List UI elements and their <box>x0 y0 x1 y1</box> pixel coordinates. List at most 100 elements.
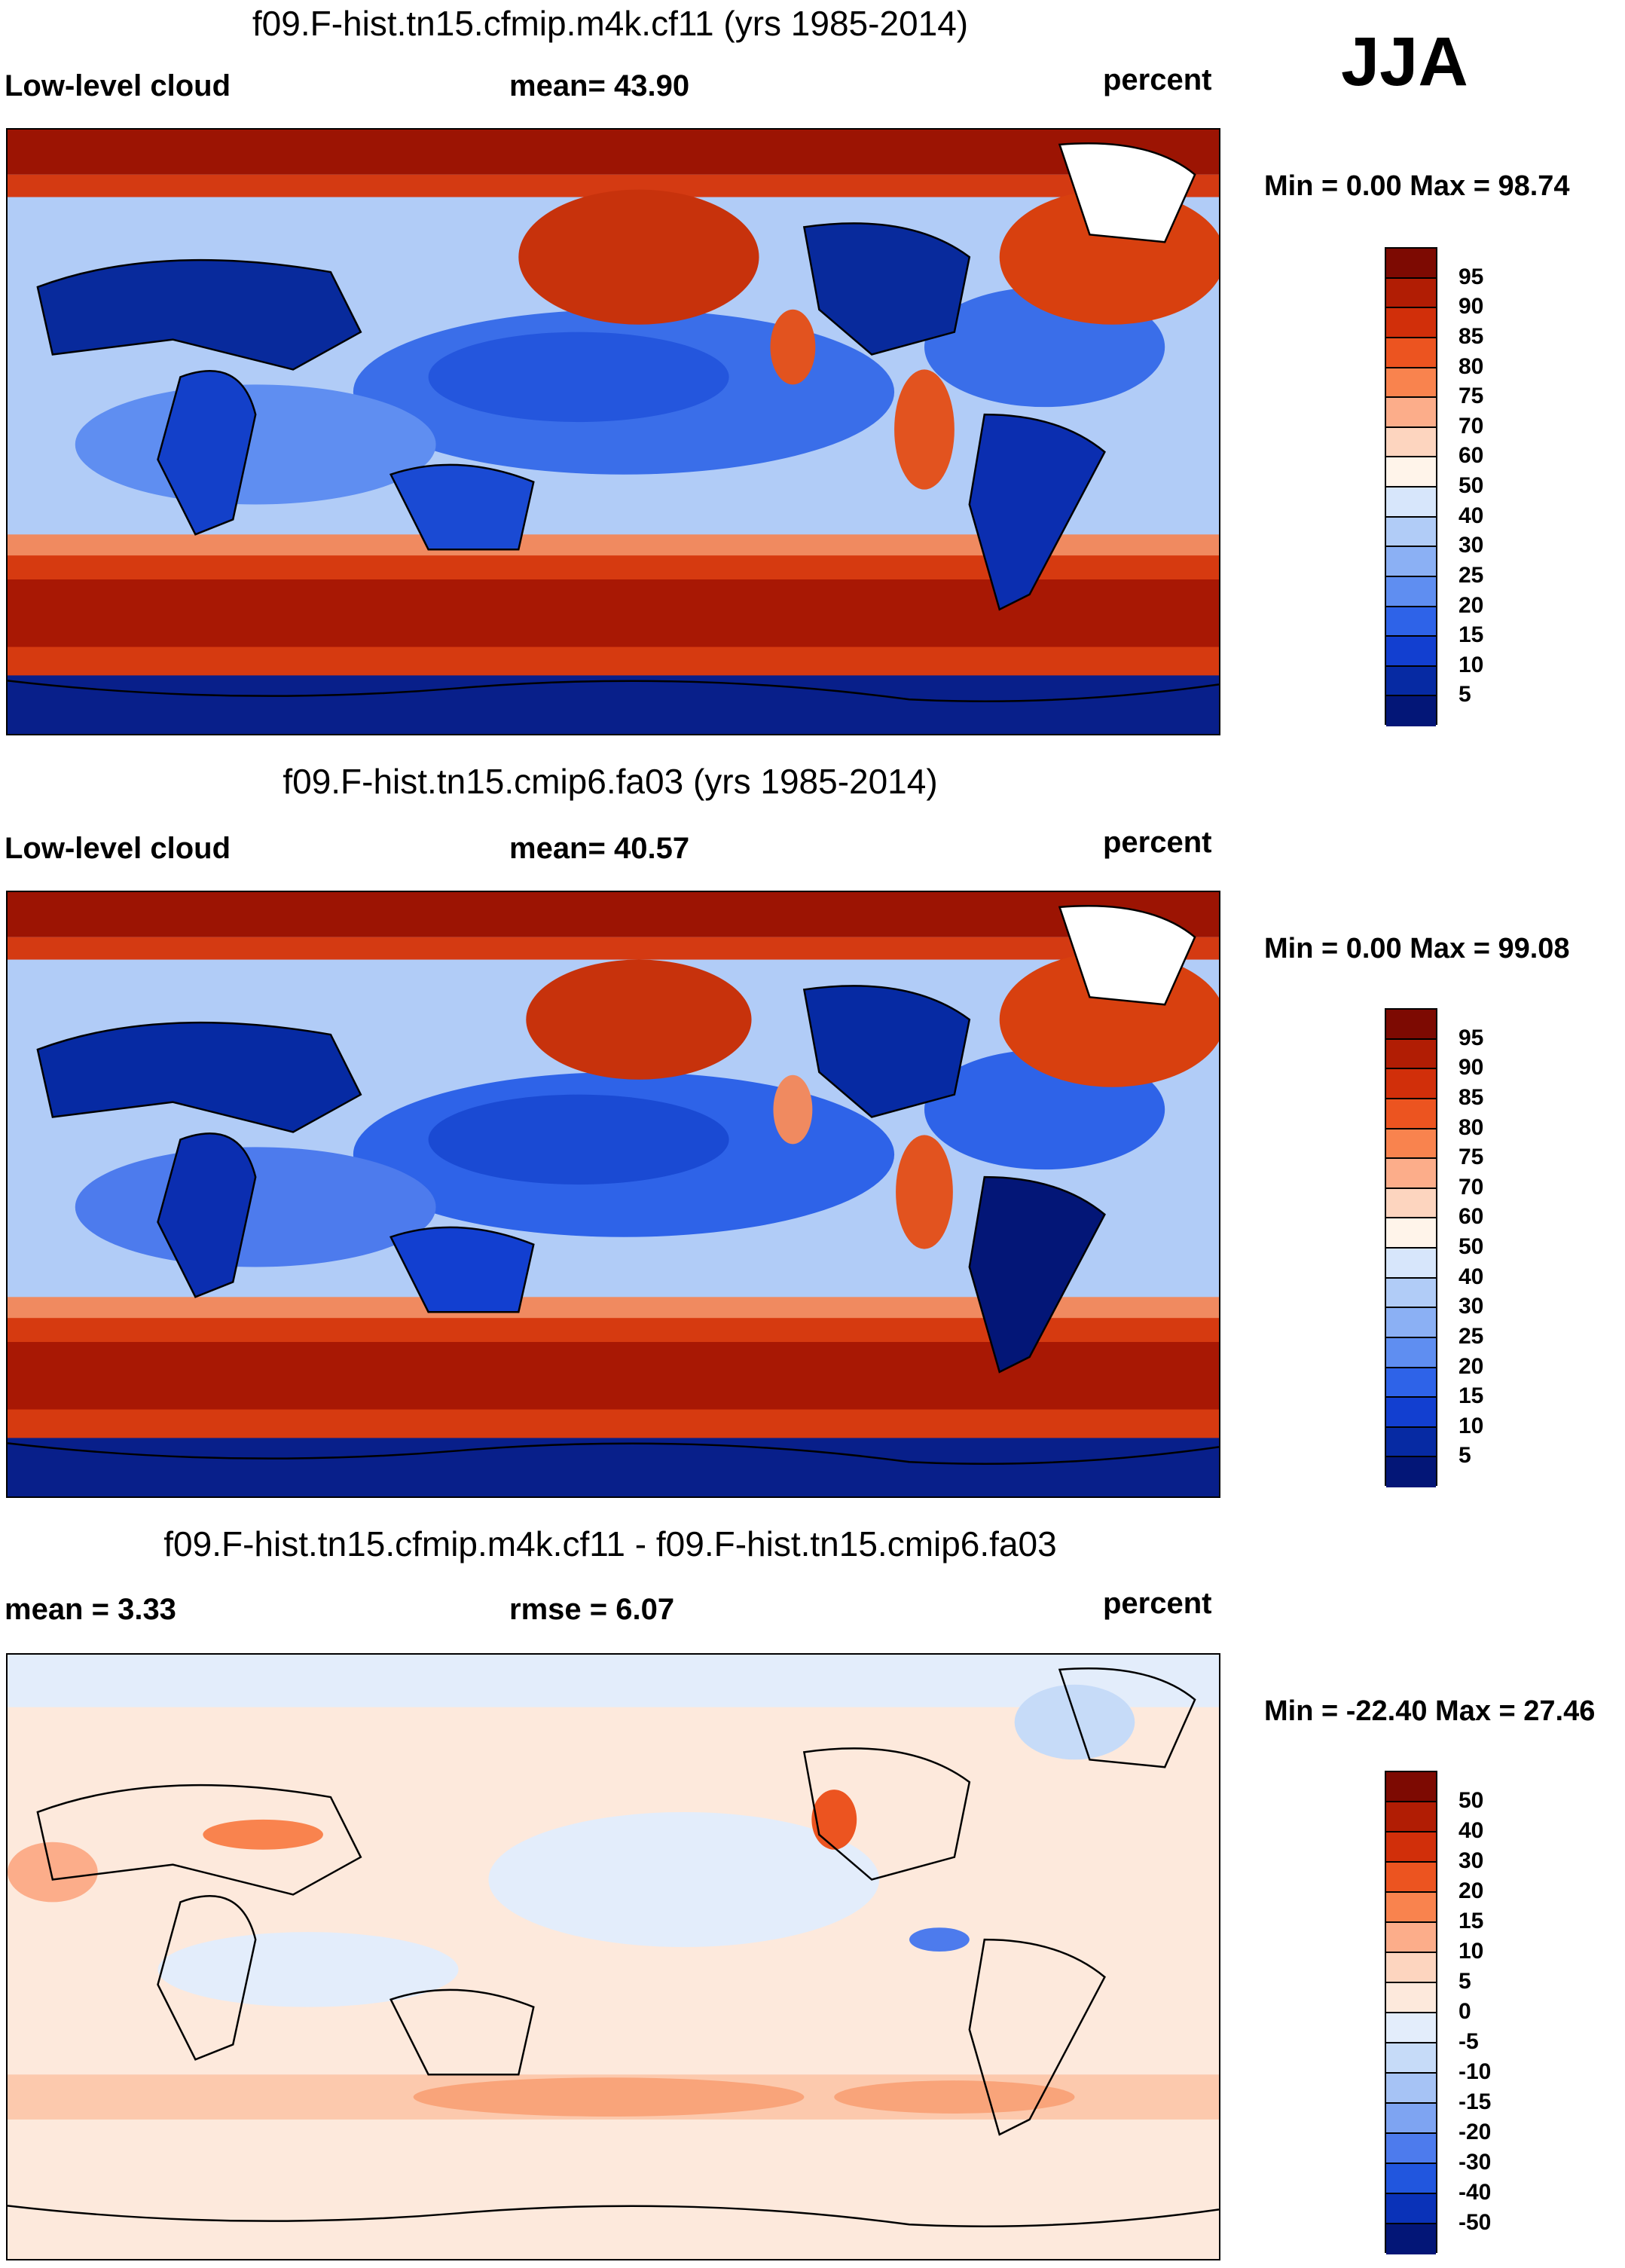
colorbar-box <box>1386 427 1436 458</box>
colorbar-box <box>1386 368 1436 399</box>
colorbar-box <box>1386 2194 1436 2224</box>
colorbar-box <box>1386 1953 1436 1983</box>
colorbar-tick-label: 5 <box>1459 1443 1471 1469</box>
colorbar-box <box>1386 2134 1436 2164</box>
panel-1-units-label: percent <box>1103 63 1212 96</box>
panel-2-minmax: Min = 0.00 Max = 99.08 <box>1264 933 1570 964</box>
colorbar-tick-label: 40 <box>1459 503 1484 528</box>
colorbar-tick-label: 40 <box>1459 1264 1484 1289</box>
colorbar-tick-label: -10 <box>1459 2059 1492 2084</box>
panel-2-map-svg <box>8 892 1219 1496</box>
colorbar-tick-label: 50 <box>1459 1788 1484 1813</box>
colorbar-box <box>1386 1308 1436 1338</box>
colorbar-box <box>1386 1893 1436 1923</box>
colorbar-tick-label: 75 <box>1459 1145 1484 1170</box>
colorbar-tick-label: 70 <box>1459 1174 1484 1200</box>
panel-1-map-svg <box>8 130 1219 734</box>
colorbar-box <box>1386 1772 1436 1802</box>
colorbar-tick-label: 15 <box>1459 622 1484 648</box>
colorbar-tick-label: -40 <box>1459 2180 1492 2205</box>
colorbar-tick-label: 90 <box>1459 294 1484 319</box>
colorbar-box <box>1386 2224 1436 2254</box>
colorbar-tick-label: -5 <box>1459 2029 1479 2054</box>
colorbar-tick-label: 50 <box>1459 1234 1484 1259</box>
colorbar-box <box>1386 1099 1436 1129</box>
colorbar-tick-label: -50 <box>1459 2210 1492 2235</box>
colorbar-tick-label: 60 <box>1459 443 1484 469</box>
panel-3-units-label: percent <box>1103 1587 1212 1620</box>
colorbar-box <box>1386 1188 1436 1219</box>
colorbar-box <box>1386 696 1436 726</box>
colorbar-box <box>1386 1337 1436 1368</box>
colorbar-tick-label: 85 <box>1459 1084 1484 1110</box>
colorbar-box <box>1386 308 1436 338</box>
colorbar-tick-label: 25 <box>1459 1323 1484 1349</box>
panel-1-map <box>6 128 1220 735</box>
colorbar-box <box>1386 488 1436 518</box>
colorbar-box <box>1386 1863 1436 1893</box>
colorbar-tick-label: 30 <box>1459 1848 1484 1873</box>
colorbar-box <box>1386 1368 1436 1398</box>
colorbar-tick-label: 20 <box>1459 1878 1484 1903</box>
panel-3-title: f09.F-hist.tn15.cfmip.m4k.cf11 - f09.F-h… <box>163 1524 1057 1563</box>
colorbar-box <box>1386 1278 1436 1309</box>
colorbar-tick-label: 75 <box>1459 384 1484 409</box>
colorbar-box <box>1386 1398 1436 1428</box>
colorbar-tick-label: -15 <box>1459 2089 1492 2114</box>
colorbar-tick-label: 10 <box>1459 1939 1484 1964</box>
colorbar-box <box>1386 1832 1436 1863</box>
colorbar-box <box>1386 1802 1436 1832</box>
panel-3-mean-label: mean = 3.33 <box>5 1593 176 1626</box>
colorbar-tick-label: 5 <box>1459 682 1471 708</box>
colorbar-tick-label: 15 <box>1459 1383 1484 1409</box>
colorbar-box <box>1386 2013 1436 2043</box>
colorbar-box <box>1386 457 1436 488</box>
colorbar-box <box>1386 607 1436 637</box>
colorbar-tick-label: 60 <box>1459 1204 1484 1230</box>
colorbar-box <box>1386 637 1436 667</box>
colorbar-box <box>1386 1069 1436 1099</box>
panel-2-colorbar <box>1385 1008 1437 1487</box>
colorbar-box <box>1386 1039 1436 1070</box>
colorbar-box <box>1386 398 1436 428</box>
colorbar-tick-label: 40 <box>1459 1818 1484 1843</box>
colorbar-tick-label: 50 <box>1459 473 1484 498</box>
colorbar-tick-label: 95 <box>1459 1025 1484 1050</box>
colorbar-box <box>1386 249 1436 279</box>
colorbar-box <box>1386 1218 1436 1249</box>
colorbar-box <box>1386 1129 1436 1160</box>
colorbar-tick-label: 70 <box>1459 413 1484 439</box>
colorbar-box <box>1386 338 1436 368</box>
colorbar-tick-label: 30 <box>1459 533 1484 558</box>
colorbar-box <box>1386 666 1436 697</box>
colorbar-box <box>1386 2104 1436 2134</box>
panel-2-title: f09.F-hist.tn15.cmip6.fa03 (yrs 1985-201… <box>283 762 938 801</box>
colorbar-box <box>1386 517 1436 548</box>
panel-2-mean-label: mean= 40.57 <box>509 832 690 865</box>
colorbar-box <box>1386 547 1436 577</box>
panel-3-map <box>6 1653 1220 2260</box>
panel-1-mean-label: mean= 43.90 <box>509 69 690 102</box>
colorbar-tick-label: 10 <box>1459 652 1484 677</box>
panel-3-map-svg <box>8 1655 1219 2259</box>
colorbar-tick-label: -20 <box>1459 2120 1492 2144</box>
colorbar-box <box>1386 576 1436 607</box>
panel-1-colorbar <box>1385 247 1437 726</box>
colorbar-box <box>1386 1983 1436 2013</box>
panel-2-map <box>6 891 1220 1498</box>
colorbar-box <box>1386 1249 1436 1279</box>
colorbar-tick-label: 80 <box>1459 1114 1484 1140</box>
season-label: JJA <box>1341 23 1468 100</box>
colorbar-tick-label: 95 <box>1459 264 1484 289</box>
colorbar-box <box>1386 1010 1436 1040</box>
panel-1-minmax: Min = 0.00 Max = 98.74 <box>1264 170 1570 202</box>
panel-1-variable-label: Low-level cloud <box>5 69 231 102</box>
colorbar-tick-label: 90 <box>1459 1055 1484 1081</box>
colorbar-tick-label: 20 <box>1459 1353 1484 1379</box>
colorbar-tick-label: 80 <box>1459 353 1484 379</box>
panel-3-minmax: Min = -22.40 Max = 27.46 <box>1264 1695 1596 1727</box>
colorbar-tick-label: -30 <box>1459 2150 1492 2175</box>
colorbar-tick-label: 10 <box>1459 1413 1484 1438</box>
colorbar-box <box>1386 278 1436 309</box>
colorbar-box <box>1386 2074 1436 2104</box>
